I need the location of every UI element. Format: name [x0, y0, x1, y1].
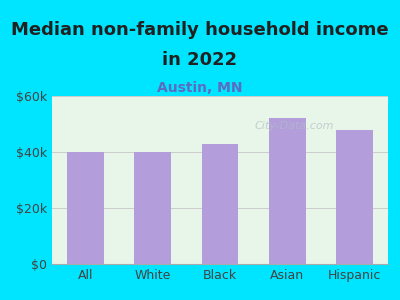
Text: Median non-family household income: Median non-family household income [11, 21, 389, 39]
Text: City-Data.com: City-Data.com [254, 121, 334, 131]
Bar [336, 130, 373, 264]
Bar [202, 144, 238, 264]
Bar [134, 152, 171, 264]
Text: Austin, MN: Austin, MN [157, 81, 243, 95]
Bar [67, 152, 104, 264]
Text: in 2022: in 2022 [162, 51, 238, 69]
Bar [269, 118, 306, 264]
